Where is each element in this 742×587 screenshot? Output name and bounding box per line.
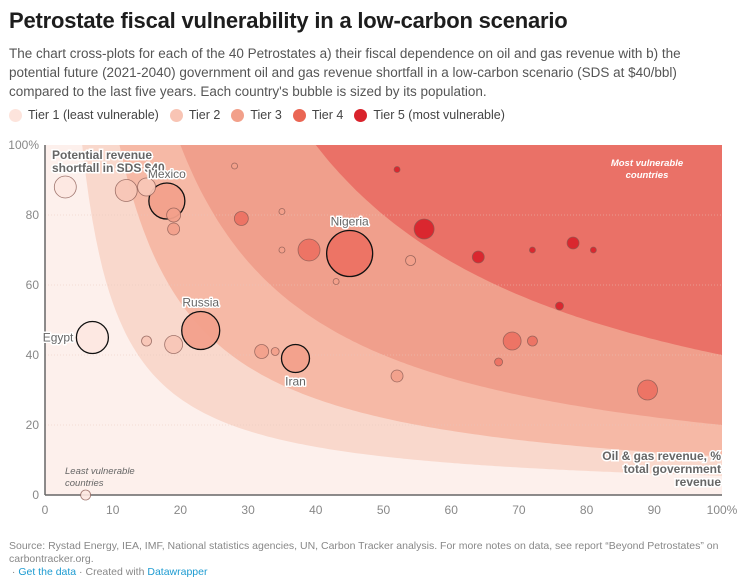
x-tick-label: 60: [445, 503, 459, 517]
bubble: [231, 162, 238, 170]
y-axis-title: shortfall in SDS $40: [52, 161, 165, 175]
footer: Source: Rystad Energy, IEA, IMF, Nationa…: [9, 540, 739, 579]
country-label-mexico: Mexico: [148, 167, 186, 181]
bubble: [527, 335, 538, 347]
bubble: [393, 166, 401, 173]
x-tick-label: 90: [648, 503, 662, 517]
bubble: [233, 211, 249, 226]
bubble: [502, 331, 522, 351]
bubble: [278, 208, 286, 215]
legend-label: Tier 3: [250, 108, 282, 122]
bubble: [270, 347, 280, 356]
legend-item-tier5: Tier 5 (most vulnerable): [354, 108, 505, 122]
x-tick-label: 20: [174, 503, 188, 517]
legend-swatch: [169, 108, 183, 122]
footer-links: · Get the data · Created with Datawrappe…: [9, 566, 208, 578]
chart-title: Petrostate fiscal vulnerability in a low…: [9, 8, 568, 33]
y-tick-label: 80: [26, 208, 40, 222]
x-tick-label: 70: [512, 503, 526, 517]
x-tick-label: 80: [580, 503, 594, 517]
bubble-russia: [181, 310, 221, 351]
bubble: [637, 379, 658, 401]
country-label-russia: Russia: [182, 296, 219, 310]
legend-item-tier2: Tier 2: [169, 108, 221, 122]
x-tick-label: 50: [377, 503, 391, 517]
bubble-egypt: [75, 320, 110, 355]
most-vulnerable-annotation: countries: [626, 170, 669, 181]
y-tick-label: 20: [26, 418, 40, 432]
least-vulnerable-annotation: countries: [65, 478, 104, 489]
legend-swatch: [292, 108, 306, 122]
legend-item-tier4: Tier 4: [292, 108, 344, 122]
bubble: [141, 335, 152, 347]
bubble-iran: [280, 343, 311, 374]
bubble: [332, 278, 340, 285]
legend-swatch: [354, 108, 368, 122]
bubble: [137, 177, 156, 197]
bubble: [471, 250, 485, 264]
x-axis-title: revenue: [675, 475, 721, 489]
x-axis-title: total government: [624, 462, 721, 476]
band-tier-5: [315, 145, 722, 355]
x-tick-label: 30: [241, 503, 255, 517]
bubble: [413, 218, 435, 240]
country-label-iran: Iran: [285, 375, 306, 389]
y-tick-label: 100%: [8, 138, 39, 152]
bubble: [529, 246, 536, 254]
bubble-nigeria: [325, 229, 374, 278]
bubble: [114, 179, 138, 202]
bubble: [589, 246, 597, 254]
bubble: [494, 357, 503, 367]
x-tick-label: 10: [106, 503, 120, 517]
bubble: [80, 489, 92, 501]
bubble: [254, 344, 270, 359]
y-tick-label: 60: [26, 278, 40, 292]
bubble: [555, 301, 564, 311]
bubble: [167, 222, 181, 236]
chart-description: The chart cross-plots for each of the 40…: [9, 46, 681, 99]
least-vulnerable-annotation: Least vulnerable: [65, 466, 135, 477]
gridlines: [45, 214, 722, 426]
country-label-nigeria: Nigeria: [331, 215, 369, 229]
bubble: [53, 175, 77, 199]
bubble: [390, 369, 404, 383]
legend-label: Tier 4: [311, 108, 344, 122]
legend-label: Tier 1 (least vulnerable): [28, 108, 159, 122]
x-axis-title: Oil & gas revenue, %: [602, 449, 721, 463]
x-tick-label: 40: [309, 503, 323, 517]
bubble-chart: 0 10 20 30 40 50 60 70 80 90 100% 0 20 40 60 80 100% Pot…: [8, 138, 737, 517]
legend-swatch: [9, 108, 22, 122]
legend: Tier 1 (least vulnerable) Tier 2 Tier 3 …: [9, 108, 516, 122]
legend-swatch: [231, 108, 245, 122]
axes: 0 10 20 30 40 50 60 70 80 90 100% 0 20 40 60 80 100%: [8, 138, 737, 517]
x-tick-label: 100%: [707, 503, 738, 517]
legend-item-tier3: Tier 3: [231, 108, 282, 122]
legend-item-tier1: Tier 1 (least vulnerable): [9, 108, 159, 122]
datawrapper-link[interactable]: Datawrapper: [147, 566, 208, 578]
bubble: [405, 255, 416, 266]
source-note: Source: Rystad Energy, IEA, IMF, Nationa…: [9, 540, 719, 565]
legend-label: Tier 2: [188, 108, 221, 122]
y-axis-title: Potential revenue: [52, 148, 152, 162]
bubble: [166, 207, 182, 223]
legend-label: Tier 5 (most vulnerable): [373, 108, 505, 122]
bubble: [297, 238, 321, 262]
get-the-data-link[interactable]: Get the data: [18, 566, 77, 578]
country-labels: Nigeria Russia Mexico Egypt Iran: [41, 166, 370, 391]
most-vulnerable-annotation: Most vulnerable: [611, 158, 684, 169]
bubble: [164, 335, 184, 354]
country-label-egypt: Egypt: [43, 331, 74, 345]
y-tick-label: 0: [32, 488, 39, 502]
bubbles: [53, 162, 658, 501]
created-with-text: Created with: [85, 566, 145, 578]
bubble: [566, 236, 580, 250]
bubble: [278, 246, 286, 254]
tier-bands: [45, 145, 722, 495]
y-tick-label: 40: [26, 348, 40, 362]
x-tick-label: 0: [42, 503, 49, 517]
